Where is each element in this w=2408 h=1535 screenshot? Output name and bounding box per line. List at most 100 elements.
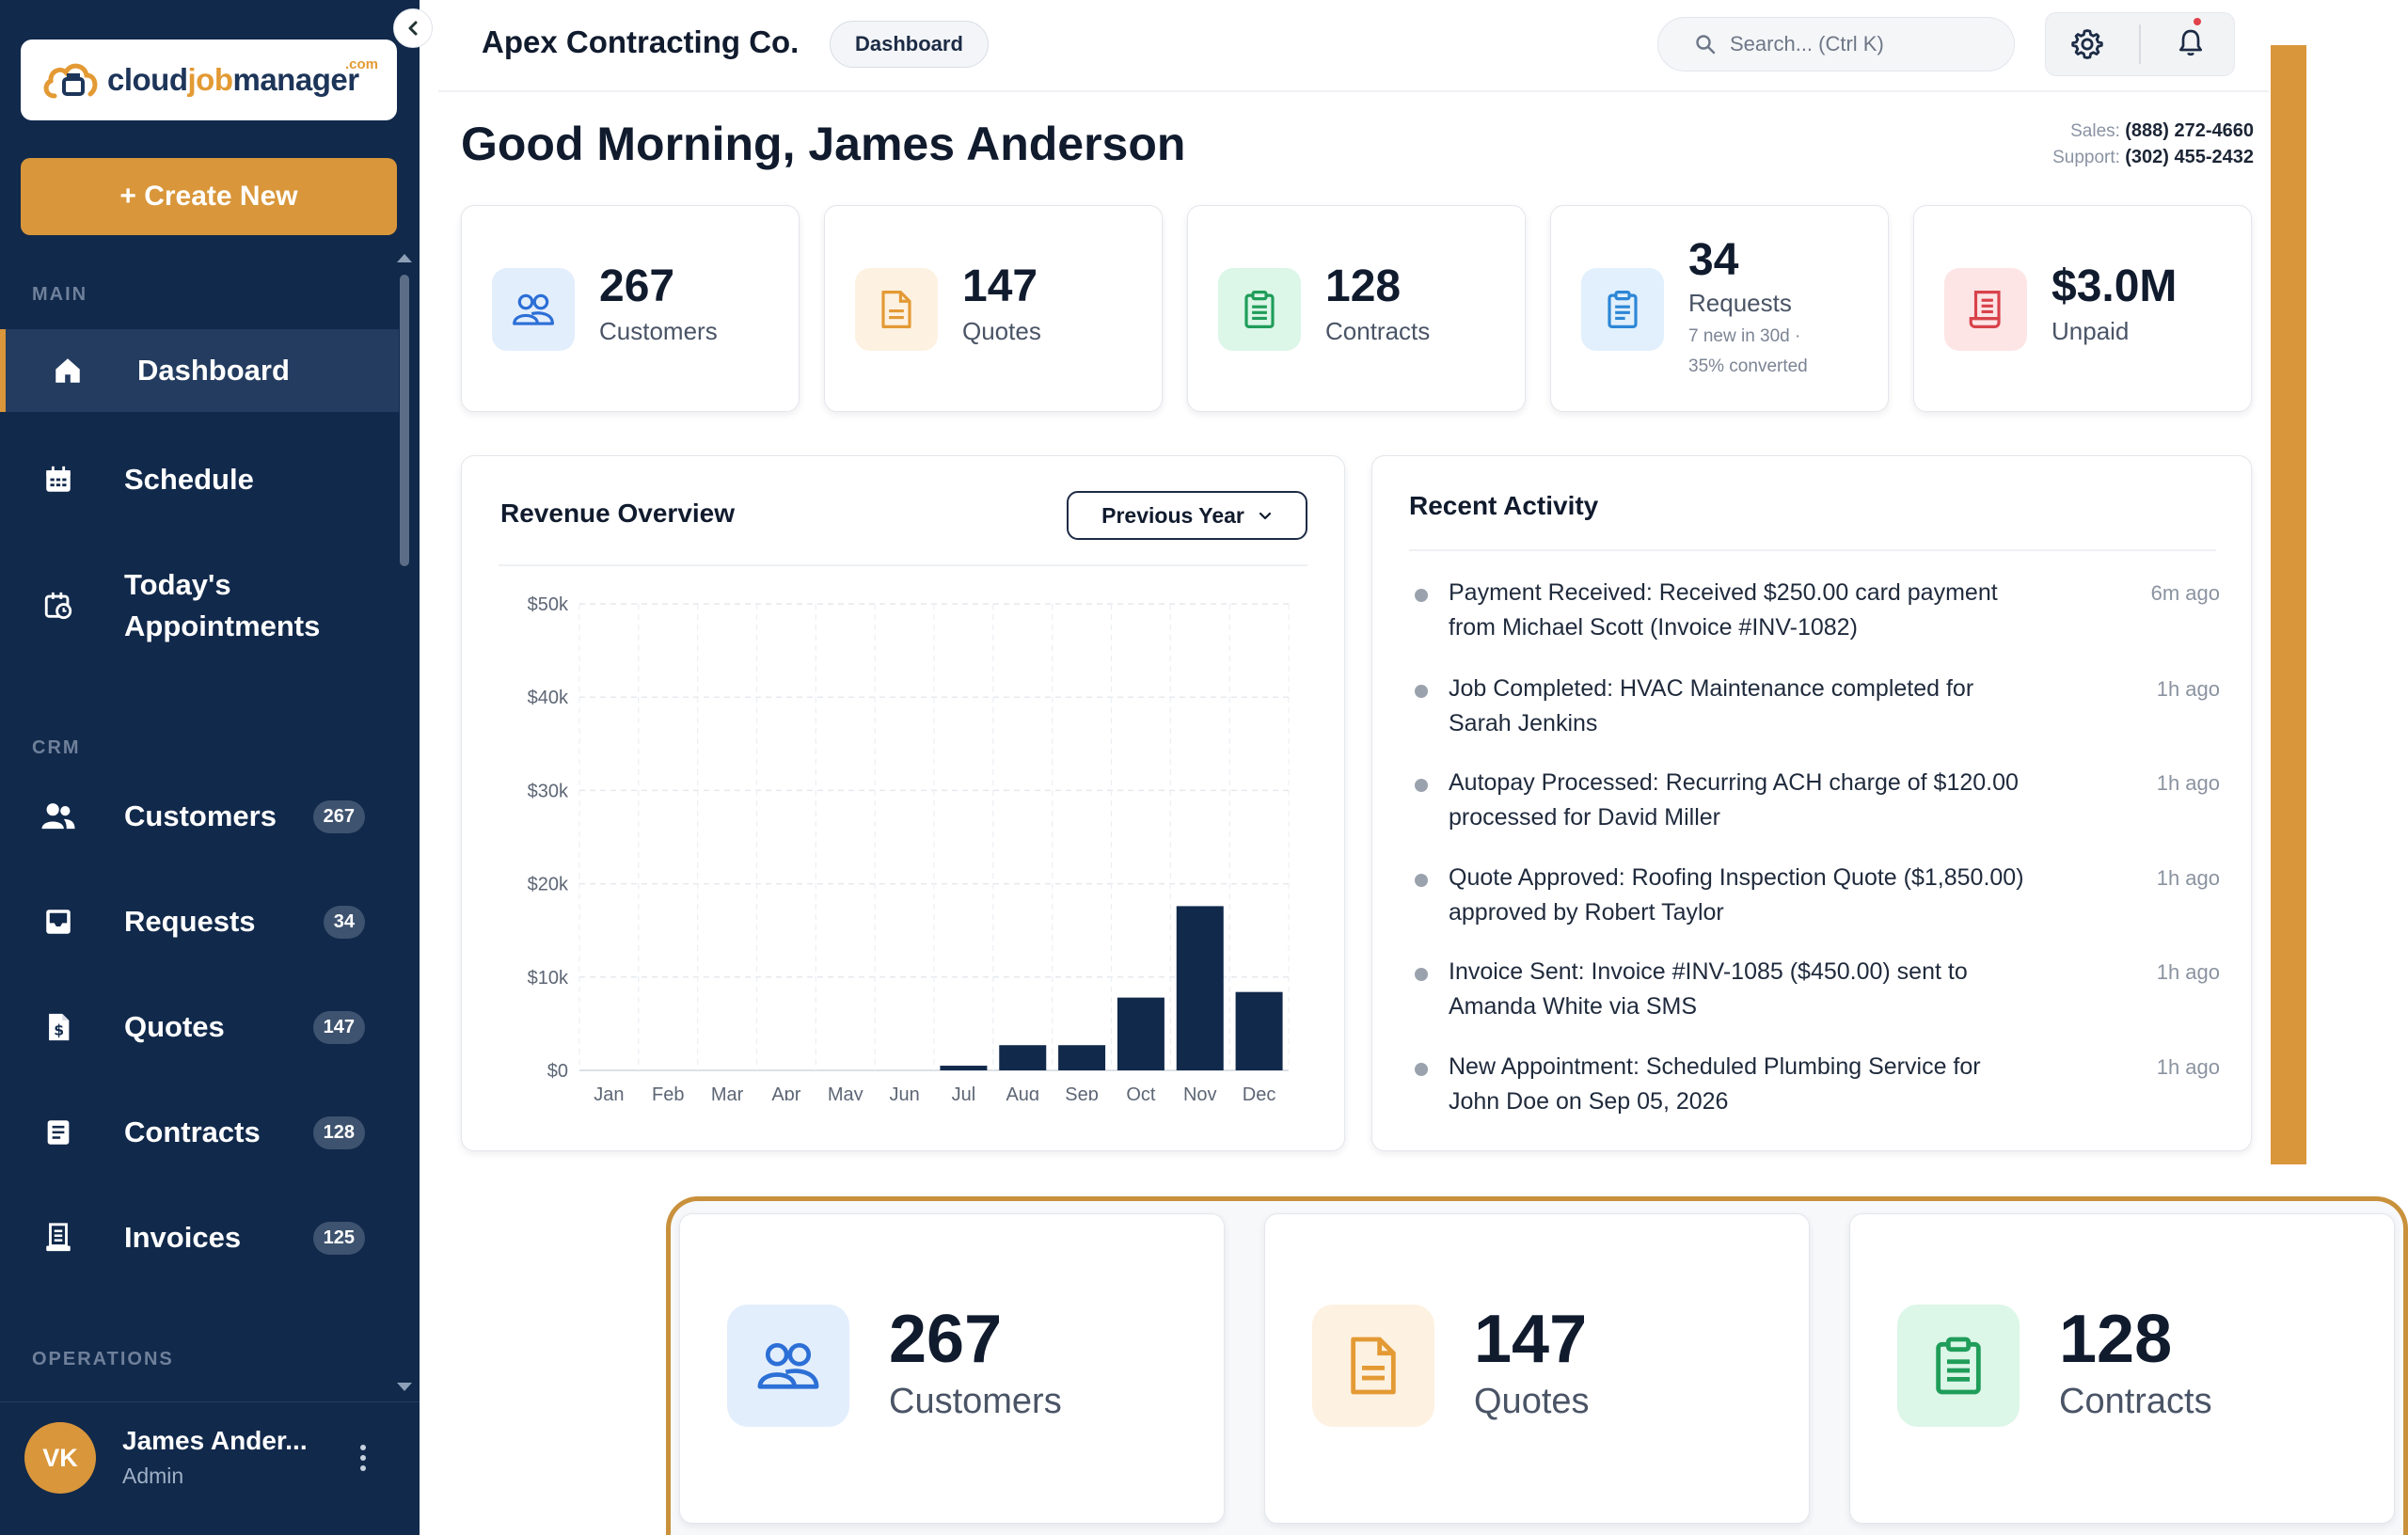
stat-card-contracts[interactable]: 128 Contracts [1187, 205, 1526, 412]
header-divider-line [438, 90, 2269, 92]
list-item[interactable]: Job Completed: HVAC Maintenance complete… [1411, 672, 2220, 747]
sidebar-item-contracts[interactable]: Contracts 128 [0, 1091, 399, 1174]
zoom-card-customers[interactable]: 267 Customers [679, 1213, 1225, 1524]
y-tick-label: $0 [547, 1061, 568, 1082]
scroll-down-arrow[interactable] [397, 1383, 412, 1391]
sidebar-item-schedule[interactable]: Schedule [0, 438, 399, 521]
sidebar-item-label: Contracts [124, 1116, 261, 1148]
list-item[interactable]: Payment Received: Received $250.00 card … [1411, 576, 2220, 651]
stat-value: 267 [599, 261, 675, 311]
sidebar [0, 0, 420, 1535]
sidebar-item-todays-appointments[interactable]: Today's Appointments [0, 555, 399, 657]
settings-button[interactable] [2066, 23, 2109, 66]
stat-card-quotes[interactable]: 147 Quotes [824, 205, 1163, 412]
calendar-clock-icon [38, 585, 79, 626]
activity-text: Payment Received: Received $250.00 card … [1449, 576, 2088, 645]
period-select[interactable]: Previous Year [1067, 491, 1307, 540]
user-name: James Ander... [122, 1426, 308, 1455]
company-name: Apex Contracting Co. [482, 24, 800, 59]
sidebar-scrollbar[interactable] [400, 275, 409, 566]
cloud-logo-icon [43, 63, 98, 99]
activity-line-2: from Michael Scott (Invoice #INV-1082) [1449, 614, 1858, 641]
activity-line-2: approved by Robert Taylor [1449, 899, 1724, 926]
revenue-bar-chart: $0 $10k $20k $30k $40k $50k Jan Feb Mar Apr May Jun… [528, 594, 1290, 1100]
stat-value: 128 [1325, 261, 1402, 311]
search-input[interactable]: Search... (Ctrl K) [1657, 17, 2015, 71]
logo-manager-text: manager [232, 62, 359, 97]
search-placeholder: Search... (Ctrl K) [1730, 32, 1884, 55]
stat-card-requests[interactable]: 34 Requests 7 new in 30d · 35% converted [1550, 205, 1889, 412]
stat-card-customers[interactable]: 267 Customers [461, 205, 800, 412]
sidebar-item-label: Customers [124, 799, 277, 832]
user-menu-kebab-icon[interactable] [354, 1439, 372, 1477]
clipboard-list-icon [1581, 268, 1664, 351]
bar-aug [999, 1045, 1047, 1070]
header-divider [2139, 24, 2141, 64]
activity-line-2: processed for David Miller [1449, 804, 1720, 831]
decorative-accent-bar [2271, 45, 2306, 1164]
home-icon [47, 350, 88, 391]
support-phone[interactable]: (302) 455-2432 [2125, 147, 2254, 167]
avatar[interactable]: VK [24, 1422, 96, 1494]
bullet-dot-icon [1415, 779, 1428, 792]
revenue-divider [499, 564, 1307, 566]
inbox-icon [38, 901, 79, 942]
activity-line-2: John Doe on Sep 05, 2026 [1449, 1088, 1729, 1115]
list-item[interactable]: Invoice Sent: Invoice #INV-1085 ($450.00… [1411, 955, 2220, 1030]
bullet-dot-icon [1415, 1063, 1428, 1076]
x-tick-label: Aug [1006, 1084, 1039, 1100]
create-new-button[interactable]: + Create New [21, 158, 397, 235]
user-profile-area [0, 1401, 420, 1535]
activity-text: Autopay Processed: Recurring ACH charge … [1449, 766, 2088, 835]
x-tick-label: Jan [594, 1084, 624, 1100]
list-item[interactable]: New Appointment: Scheduled Plumbing Serv… [1411, 1050, 2220, 1125]
zoom-stat-value: 267 [889, 1302, 1003, 1377]
activity-line-1: New Appointment: Scheduled Plumbing Serv… [1449, 1053, 1981, 1080]
notifications-button[interactable] [2169, 21, 2212, 64]
x-tick-label: Jun [889, 1084, 919, 1100]
sidebar-item-customers[interactable]: Customers 267 [0, 775, 399, 858]
period-select-value: Previous Year [1101, 502, 1244, 528]
list-item[interactable]: Quote Approved: Roofing Inspection Quote… [1411, 861, 2220, 936]
sidebar-item-dashboard[interactable]: Dashboard [0, 329, 399, 412]
sidebar-item-invoices[interactable]: Invoices 125 [0, 1196, 399, 1279]
zoom-card-quotes[interactable]: 147 Quotes [1264, 1213, 1810, 1524]
clipboard-icon [1897, 1305, 2020, 1427]
user-role: Admin [122, 1464, 184, 1488]
stat-value: $3.0M [2052, 261, 2178, 311]
bullet-dot-icon [1415, 874, 1428, 887]
stat-card-unpaid[interactable]: $3.0M Unpaid [1913, 205, 2252, 412]
logo-job-text: job [187, 62, 233, 97]
brand-logo[interactable]: cloudjobmanager .com [21, 40, 397, 120]
list-item[interactable]: Autopay Processed: Recurring ACH charge … [1411, 766, 2220, 841]
search-icon [1696, 35, 1716, 55]
activity-divider [1409, 549, 2216, 551]
chevron-left-icon [408, 21, 418, 36]
activity-time: 1h ago [2156, 677, 2220, 701]
collapse-sidebar-button[interactable] [393, 8, 433, 48]
breadcrumb[interactable]: Dashboard [830, 21, 989, 68]
gear-icon [2071, 29, 2103, 59]
clipboard-icon [1218, 268, 1301, 351]
sidebar-item-requests[interactable]: Requests 34 [0, 880, 399, 963]
zoom-stat-label: Quotes [1474, 1382, 1590, 1421]
sidebar-item-label: Today's Appointments [124, 564, 320, 647]
sidebar-item-quotes[interactable]: $ Quotes 147 [0, 986, 399, 1068]
users-icon [38, 796, 79, 837]
zoom-stat-value: 147 [1474, 1302, 1588, 1377]
activity-text: Job Completed: HVAC Maintenance complete… [1449, 672, 2088, 741]
bar-nov [1176, 906, 1224, 1070]
sales-phone[interactable]: (888) 272-4660 [2125, 120, 2254, 141]
recent-activity-card [1371, 455, 2252, 1151]
sidebar-item-label: Invoices [124, 1221, 242, 1254]
scroll-up-arrow[interactable] [397, 254, 412, 262]
activity-line-1: Job Completed: HVAC Maintenance complete… [1449, 675, 1974, 702]
chevron-down-icon [1259, 512, 1271, 520]
y-tick-label: $30k [528, 781, 569, 801]
revenue-title: Revenue Overview [500, 498, 736, 528]
section-label-operations: OPERATIONS [32, 1349, 174, 1369]
label-line-1: Today's [124, 568, 231, 601]
zoom-card-contracts[interactable]: 128 Contracts [1849, 1213, 2395, 1524]
y-tick-label: $10k [528, 968, 569, 989]
stat-subtext: 7 new in 30d · [1688, 326, 1801, 346]
